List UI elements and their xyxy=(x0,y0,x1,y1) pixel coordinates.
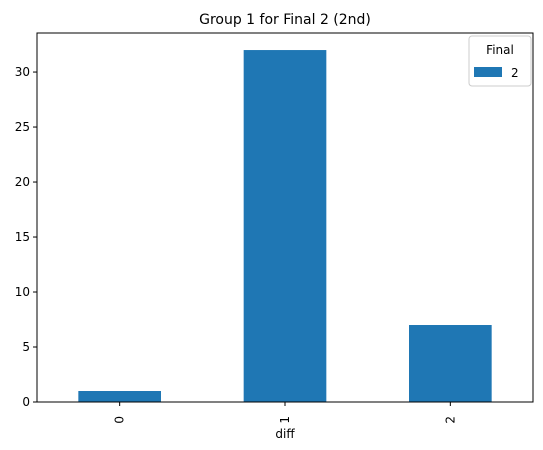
y-axis: 0 5 10 15 20 25 30 xyxy=(15,65,37,409)
bar-1 xyxy=(243,50,327,402)
bars-group xyxy=(78,50,492,402)
x-tick-label: 0 xyxy=(113,416,127,424)
y-tick-label: 15 xyxy=(15,230,30,244)
legend-label: 2 xyxy=(511,66,519,80)
chart-title: Group 1 for Final 2 (2nd) xyxy=(199,12,371,28)
x-axis-label: diff xyxy=(275,427,295,441)
bar-2 xyxy=(409,325,492,402)
legend-swatch xyxy=(474,67,502,77)
y-tick-label: 5 xyxy=(22,340,30,354)
x-tick-label: 2 xyxy=(443,416,457,424)
bar-0 xyxy=(78,391,161,402)
legend-title: Final xyxy=(486,43,514,57)
y-tick-label: 30 xyxy=(15,65,30,79)
x-tick-label: 1 xyxy=(278,416,292,424)
y-tick-label: 25 xyxy=(15,120,30,134)
x-axis: 0 1 2 xyxy=(113,402,457,424)
y-tick-label: 0 xyxy=(22,395,30,409)
legend: Final 2 xyxy=(468,35,532,87)
y-tick-label: 20 xyxy=(15,175,30,189)
y-tick-label: 10 xyxy=(15,285,30,299)
